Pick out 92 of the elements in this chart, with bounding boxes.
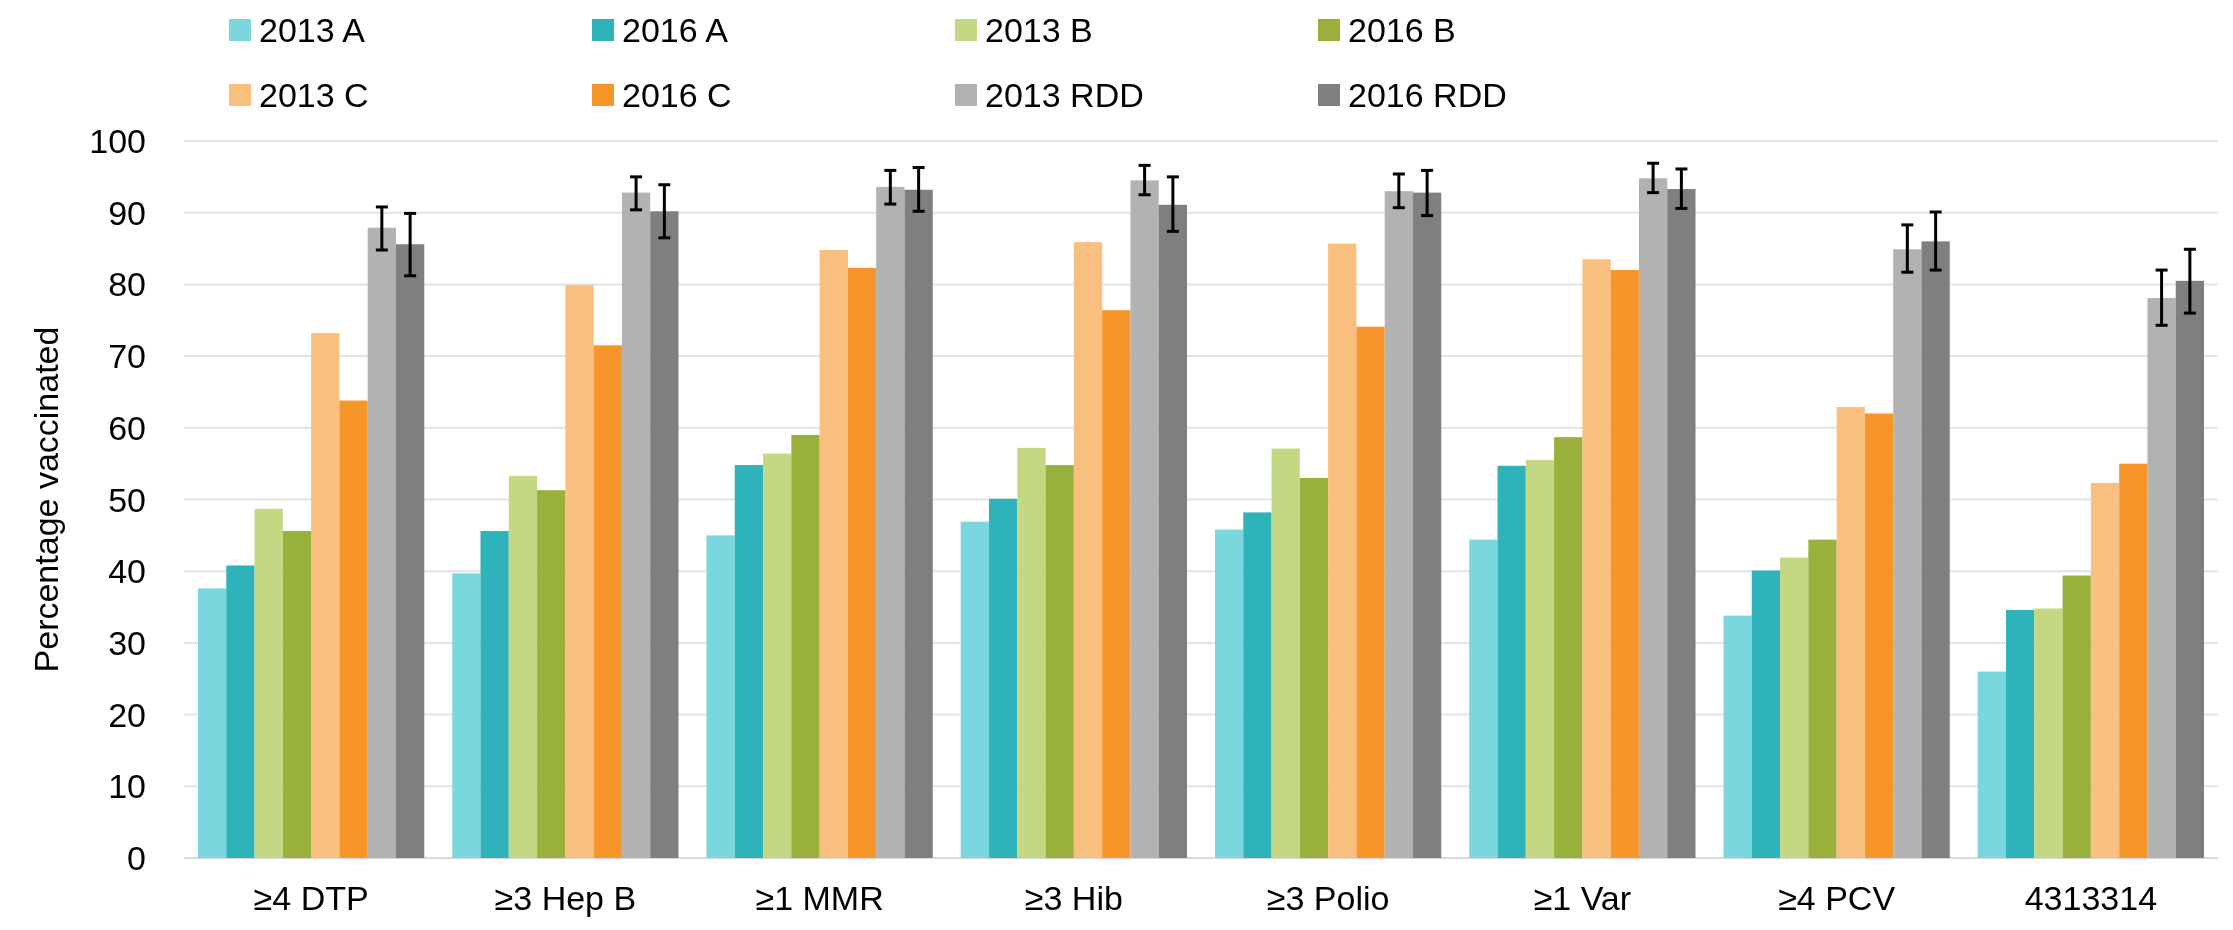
y-tick-label: 70: [108, 337, 146, 376]
y-tick-label: 10: [108, 767, 146, 806]
bar: [226, 565, 255, 858]
bar: [847, 267, 877, 858]
bar: [819, 249, 848, 858]
bar: [904, 189, 933, 858]
bar: [339, 400, 368, 858]
x-tick-label: ≥4 DTP: [253, 879, 369, 917]
bar: [1356, 326, 1385, 858]
legend-label: 2016 B: [1348, 11, 1456, 49]
bar: [650, 211, 679, 858]
bar: [1271, 448, 1300, 858]
bar: [2175, 280, 2205, 858]
bar: [734, 465, 764, 858]
x-tick-label: ≥3 Hib: [1024, 879, 1123, 917]
y-tick-label: 30: [108, 623, 146, 662]
bar: [1158, 204, 1188, 858]
bar: [1610, 270, 1639, 858]
bar: [2034, 608, 2063, 858]
bar: [1554, 437, 1583, 858]
bar: [1384, 191, 1413, 858]
bar: [1214, 529, 1244, 858]
y-tick-label: 80: [108, 265, 146, 304]
y-tick-label: 0: [127, 839, 146, 877]
bar: [2147, 298, 2176, 858]
x-tick-label: ≥1 MMR: [755, 879, 884, 917]
bar: [1017, 447, 1046, 858]
bar: [508, 475, 538, 858]
bar: [537, 490, 566, 858]
legend-label: 2016 RDD: [1348, 76, 1507, 114]
bar: [706, 535, 735, 858]
bar: [593, 345, 622, 858]
bar: [1412, 192, 1442, 858]
legend-label: 2013 C: [259, 76, 369, 114]
bar: [1864, 413, 1894, 858]
bar: [1130, 180, 1159, 858]
y-axis-title: Percentage vaccinated: [27, 326, 65, 673]
bar: [565, 285, 594, 858]
bar: [1243, 512, 1272, 858]
legend-label: 2016 A: [622, 11, 729, 49]
y-tick-label: 50: [108, 480, 146, 519]
bar: [1073, 242, 1103, 858]
legend-label: 2013 B: [985, 11, 1093, 49]
bar: [1836, 407, 1865, 858]
bar: [1045, 465, 1074, 858]
bar: [254, 508, 283, 858]
y-tick-label: 60: [108, 408, 146, 447]
y-tick-label: 90: [108, 193, 146, 232]
x-tick-label: ≥3 Hep B: [494, 879, 637, 917]
bar: [621, 192, 651, 858]
bar: [1582, 259, 1611, 858]
bar: [1977, 671, 2007, 858]
bar: [1723, 615, 1752, 858]
bar: [2119, 463, 2148, 858]
bar: [2062, 575, 2091, 858]
y-tick-label: 20: [108, 695, 146, 734]
bar: [876, 186, 905, 858]
bar: [282, 531, 312, 858]
bar: [791, 434, 820, 858]
bar: [1497, 465, 1526, 858]
x-tick-label: ≥4 PCV: [1778, 879, 1896, 917]
x-tick-label: ≥3 Polio: [1266, 879, 1390, 917]
legend-label: 2013 RDD: [985, 76, 1144, 114]
bar: [1525, 460, 1555, 858]
legend-label: 2016 C: [622, 76, 732, 114]
bar: [960, 521, 990, 858]
bar: [1328, 243, 1357, 858]
bar: [2006, 609, 2035, 858]
bar: [1667, 189, 1696, 858]
bar: [311, 333, 340, 858]
bar: [1780, 557, 1809, 858]
bar: [1751, 570, 1781, 858]
bar: [452, 573, 481, 858]
y-tick-label: 40: [108, 552, 146, 591]
bar: [989, 498, 1018, 858]
bar: [367, 227, 396, 858]
bar: [1921, 241, 1950, 858]
x-tick-label: ≥1 Var: [1533, 879, 1632, 917]
bar: [1469, 539, 1498, 858]
bar: [1638, 178, 1668, 858]
bar: [1102, 310, 1131, 858]
bar: [2090, 483, 2120, 858]
bar: [1808, 539, 1837, 858]
bar: [763, 453, 792, 858]
bar: [480, 531, 509, 858]
bar: [197, 588, 227, 858]
x-tick-label: 4313314: [2024, 879, 2158, 917]
bar: [1299, 477, 1329, 858]
bar: [395, 244, 425, 858]
y-tick-label: 100: [89, 122, 146, 160]
bar: [1893, 249, 1922, 858]
legend-label: 2013 A: [259, 11, 366, 49]
